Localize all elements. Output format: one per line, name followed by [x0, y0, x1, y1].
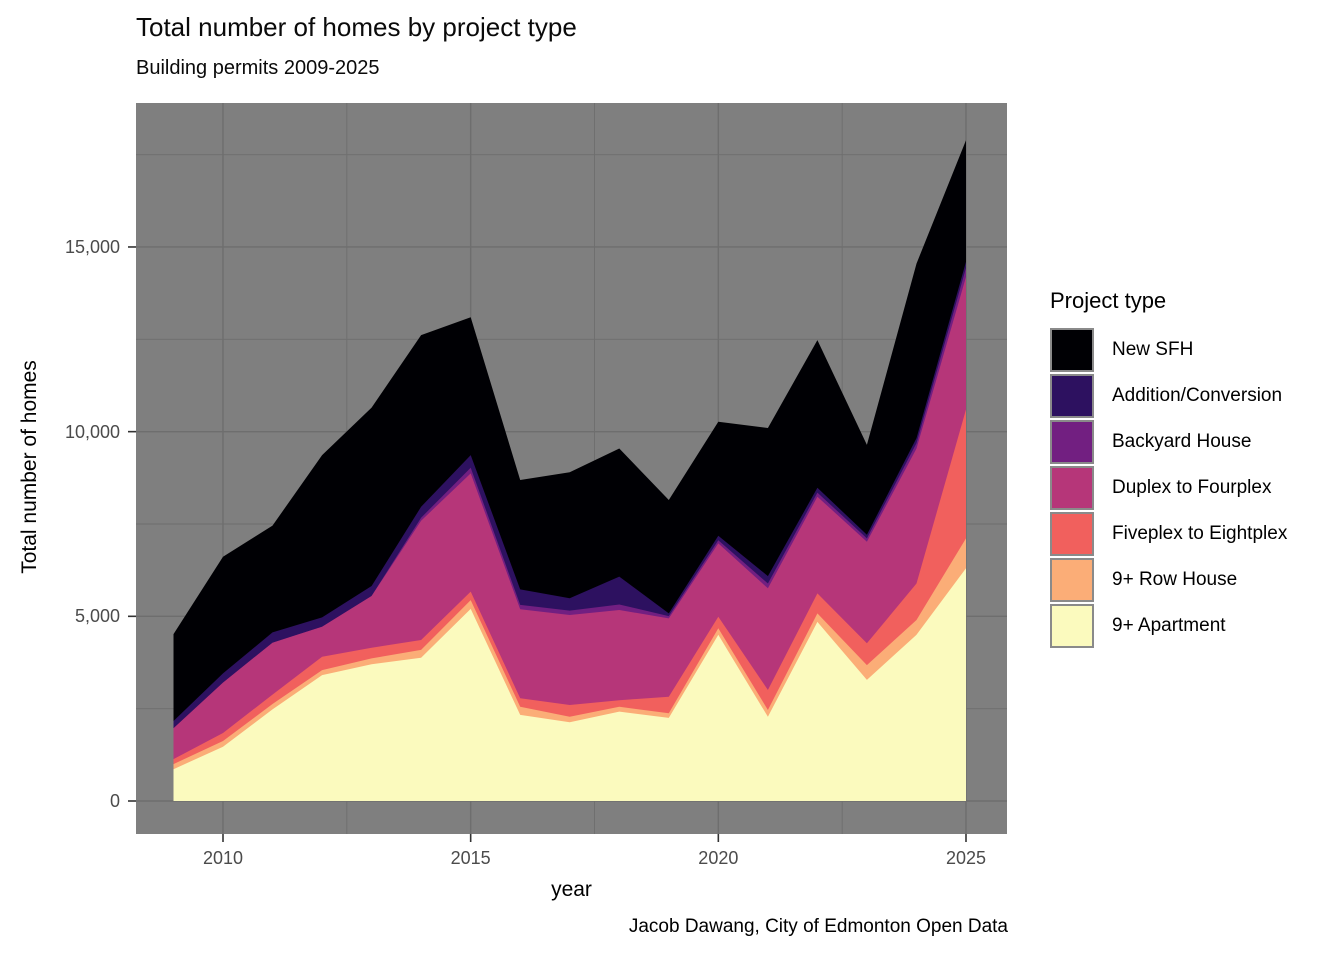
x-tick-label: 2010 — [202, 848, 244, 868]
legend-item-label: New SFH — [1112, 339, 1194, 360]
y-axis-title: Total number of homes — [18, 360, 41, 574]
x-axis-title: year — [551, 878, 592, 901]
y-tick-label: 10,000 — [64, 421, 120, 442]
chart-subtitle: Building permits 2009-2025 — [136, 57, 380, 79]
legend-item-label: Backyard House — [1112, 431, 1252, 452]
legend-item-label: Duplex to Fourplex — [1112, 477, 1272, 498]
legend-swatch-icon — [1050, 512, 1094, 556]
legend-item: Fiveplex to Eightplex — [1050, 512, 1340, 556]
x-tick-label: 2025 — [945, 848, 987, 868]
legend-items: New SFH Addition/Conversion Backyard House… — [1050, 328, 1340, 648]
legend-swatch-icon — [1050, 328, 1094, 372]
area-series-9-apartment — [173, 568, 966, 801]
legend-item-label: Addition/Conversion — [1112, 385, 1283, 406]
y-tick-label: 0 — [109, 791, 120, 811]
legend-item: 9+ Apartment — [1050, 604, 1340, 648]
x-tick-label: 2020 — [698, 848, 739, 868]
y-tick-label: 15,000 — [64, 236, 120, 257]
legend-swatch-icon — [1050, 466, 1094, 510]
legend-item: 9+ Row House — [1050, 558, 1340, 602]
legend-item: Backyard House — [1050, 420, 1340, 464]
legend-swatch-icon — [1050, 604, 1094, 648]
legend-item: Duplex to Fourplex — [1050, 466, 1340, 510]
x-tick-label: 2015 — [450, 848, 491, 868]
legend-swatch-icon — [1050, 420, 1094, 464]
legend-item: New SFH — [1050, 328, 1340, 372]
legend-item-label: 9+ Row House — [1112, 569, 1238, 590]
legend: Project type New SFH Addition/Conversion B… — [1050, 288, 1340, 650]
chart-title: Total number of homes by project type — [136, 12, 577, 42]
chart-caption: Jacob Dawang, City of Edmonton Open Data — [628, 916, 1008, 937]
legend-swatch-icon — [1050, 374, 1094, 418]
legend-item-label: Fiveplex to Eightplex — [1112, 523, 1288, 544]
legend-item: Addition/Conversion — [1050, 374, 1340, 418]
legend-title: Project type — [1050, 288, 1167, 313]
legend-item-label: 9+ Apartment — [1112, 615, 1226, 636]
y-tick-label: 5,000 — [74, 606, 120, 627]
legend-swatch-icon — [1050, 558, 1094, 602]
